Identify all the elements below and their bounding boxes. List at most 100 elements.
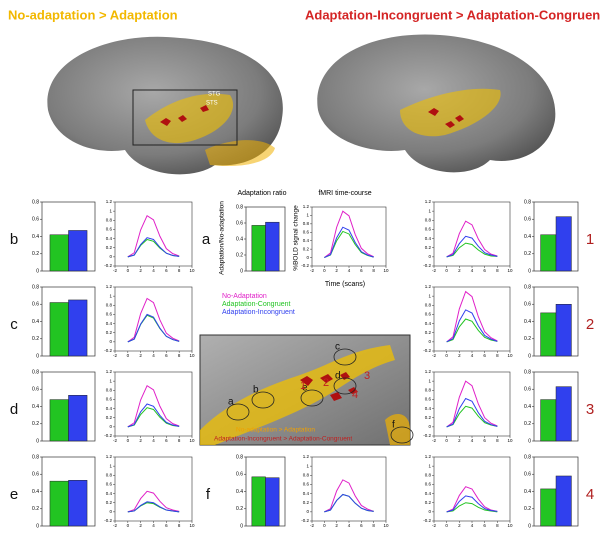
activation: [400, 88, 501, 137]
y-tick-label: 0.4: [524, 234, 531, 240]
y-tick-label: 0.4: [303, 238, 310, 243]
x-tick-label: 2: [458, 523, 461, 528]
series-line: [446, 235, 498, 258]
y-tick-label: 0.8: [106, 387, 113, 392]
series-line: [127, 384, 180, 428]
brain-label: STS: [206, 101, 218, 107]
x-tick-label: -2: [310, 268, 314, 273]
bar: [555, 475, 572, 527]
header-left-title: No-adaptation > Adaptation: [8, 7, 178, 22]
plot-frame: [114, 371, 193, 437]
y-tick-label: 0.8: [425, 302, 432, 307]
y-axis-label: %BOLD signal change: [293, 205, 300, 271]
x-tick-label: 0: [445, 353, 448, 358]
x-tick-label: 2: [335, 268, 338, 273]
y-tick-label: 0.6: [524, 472, 531, 478]
x-tick-label: -2: [113, 268, 117, 273]
right-brain: [317, 34, 556, 173]
bar: [555, 216, 572, 272]
y-tick-label: 0.4: [425, 491, 432, 496]
x-tick-label: -2: [432, 353, 436, 358]
y-tick-label: 0: [36, 438, 39, 444]
y-tick-label: 0.8: [524, 199, 531, 205]
x-tick-label: 10: [507, 268, 513, 273]
x-tick-label: 8: [496, 438, 499, 443]
y-tick-label: 0.6: [303, 229, 310, 234]
y-tick-label: 0: [428, 509, 431, 514]
y-tick-label: 0.4: [32, 489, 39, 495]
x-tick-label: 10: [189, 523, 195, 528]
x-tick-label: 2: [139, 438, 142, 443]
panel-label: 3: [586, 401, 594, 418]
cluster-label: 2: [323, 377, 329, 389]
bar: [49, 302, 69, 357]
series-line: [446, 502, 498, 513]
x-tick-label: 8: [496, 353, 499, 358]
bar: [68, 230, 88, 272]
x-tick-label: 0: [323, 268, 326, 273]
x-tick-label: 0: [445, 523, 448, 528]
series-line: [127, 237, 180, 258]
y-tick-label: 0: [428, 424, 431, 429]
panel-label: 2: [586, 316, 594, 333]
brain-label: STG: [208, 92, 221, 98]
y-tick-label: 1.2: [425, 199, 432, 204]
activation: [200, 345, 395, 445]
brain-surface: [47, 36, 283, 175]
y-tick-label: 0.8: [236, 454, 243, 460]
y-tick-label: 0.8: [425, 387, 432, 392]
y-tick-label: 0.4: [425, 406, 432, 411]
y-tick-label: 0.8: [425, 472, 432, 477]
x-tick-label: 0: [445, 438, 448, 443]
y-tick-label: 0.8: [524, 369, 531, 375]
x-tick-label: 0: [445, 268, 448, 273]
y-tick-label: 0.4: [303, 491, 310, 496]
inset-legend: Adaptation-Incongruent > Adaptation-Cong…: [214, 436, 352, 443]
x-tick-label: 0: [127, 353, 130, 358]
y-tick-label: 0.2: [303, 500, 310, 505]
y-tick-label: 0: [428, 339, 431, 344]
y-tick-label: 0.4: [32, 319, 39, 325]
inset: [199, 334, 411, 446]
bar: [540, 399, 557, 442]
series-line: [446, 290, 498, 343]
x-tick-label: 4: [471, 438, 474, 443]
y-tick-label: 0.2: [106, 330, 113, 335]
panel-label: 4: [586, 486, 594, 503]
y-tick-label: 0: [109, 339, 112, 344]
x-tick-label: 8: [496, 523, 499, 528]
x-tick-label: 2: [458, 438, 461, 443]
series-line: [127, 297, 180, 343]
y-tick-label: 0: [36, 523, 39, 529]
y-tick-label: 0.6: [106, 397, 113, 402]
x-tick-label: -2: [113, 523, 117, 528]
cluster-label: 1: [300, 380, 306, 392]
roi-circle: [333, 377, 357, 395]
y-tick-label: -0.2: [104, 433, 112, 438]
bar: [68, 480, 88, 527]
y-tick-label: 0.4: [32, 234, 39, 240]
y-tick-label: -0.2: [104, 348, 112, 353]
x-tick-label: 6: [483, 523, 486, 528]
bar: [251, 225, 266, 272]
y-tick-label: 0.2: [303, 246, 310, 251]
roi-label: d: [335, 371, 341, 382]
axis-title: Adaptation ratio: [237, 190, 286, 197]
panel-label: d: [10, 401, 18, 418]
y-tick-label: 0.4: [236, 489, 243, 495]
x-axis-label: Time (scans): [325, 281, 365, 288]
y-tick-label: 0.2: [106, 415, 113, 420]
bar: [540, 234, 557, 272]
bar: [49, 480, 69, 527]
y-tick-label: 0.6: [32, 472, 39, 478]
series-line: [446, 220, 498, 258]
x-tick-label: 10: [383, 268, 389, 273]
y-tick-label: 0.6: [303, 482, 310, 487]
y-tick-label: 1.2: [425, 369, 432, 374]
y-tick-label: 1.2: [303, 204, 310, 209]
x-tick-label: 4: [348, 268, 351, 273]
x-tick-label: 4: [152, 353, 155, 358]
series-line: [446, 309, 498, 343]
y-tick-label: 1.2: [106, 284, 113, 289]
axis-title: fMRI time-course: [318, 190, 371, 197]
